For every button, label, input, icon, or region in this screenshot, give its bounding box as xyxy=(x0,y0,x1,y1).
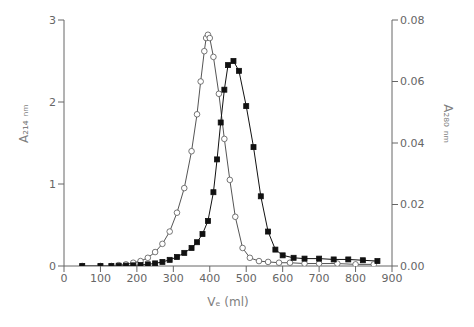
svg-text:0.00: 0.00 xyxy=(400,260,425,273)
svg-text:0: 0 xyxy=(49,260,56,273)
svg-text:2: 2 xyxy=(49,96,56,109)
svg-text:1: 1 xyxy=(49,178,56,191)
svg-text:500: 500 xyxy=(236,272,257,285)
svg-text:3: 3 xyxy=(49,14,56,27)
svg-text:A₂₈₀ ₙₘ: A₂₈₀ ₙₘ xyxy=(441,104,455,143)
svg-text:0.02: 0.02 xyxy=(400,198,425,211)
svg-text:Vₑ (ml): Vₑ (ml) xyxy=(207,295,248,309)
svg-text:A₂₁₄ ₙₘ: A₂₁₄ ₙₘ xyxy=(17,104,31,143)
svg-text:0: 0 xyxy=(61,272,68,285)
svg-text:100: 100 xyxy=(90,272,111,285)
svg-text:600: 600 xyxy=(272,272,293,285)
svg-text:400: 400 xyxy=(199,272,220,285)
svg-text:200: 200 xyxy=(126,272,147,285)
svg-text:800: 800 xyxy=(345,272,366,285)
svg-text:0.04: 0.04 xyxy=(400,137,425,150)
svg-text:700: 700 xyxy=(309,272,330,285)
svg-text:0.08: 0.08 xyxy=(400,14,425,27)
svg-text:900: 900 xyxy=(382,272,403,285)
svg-text:300: 300 xyxy=(163,272,184,285)
svg-text:0.06: 0.06 xyxy=(400,75,425,88)
